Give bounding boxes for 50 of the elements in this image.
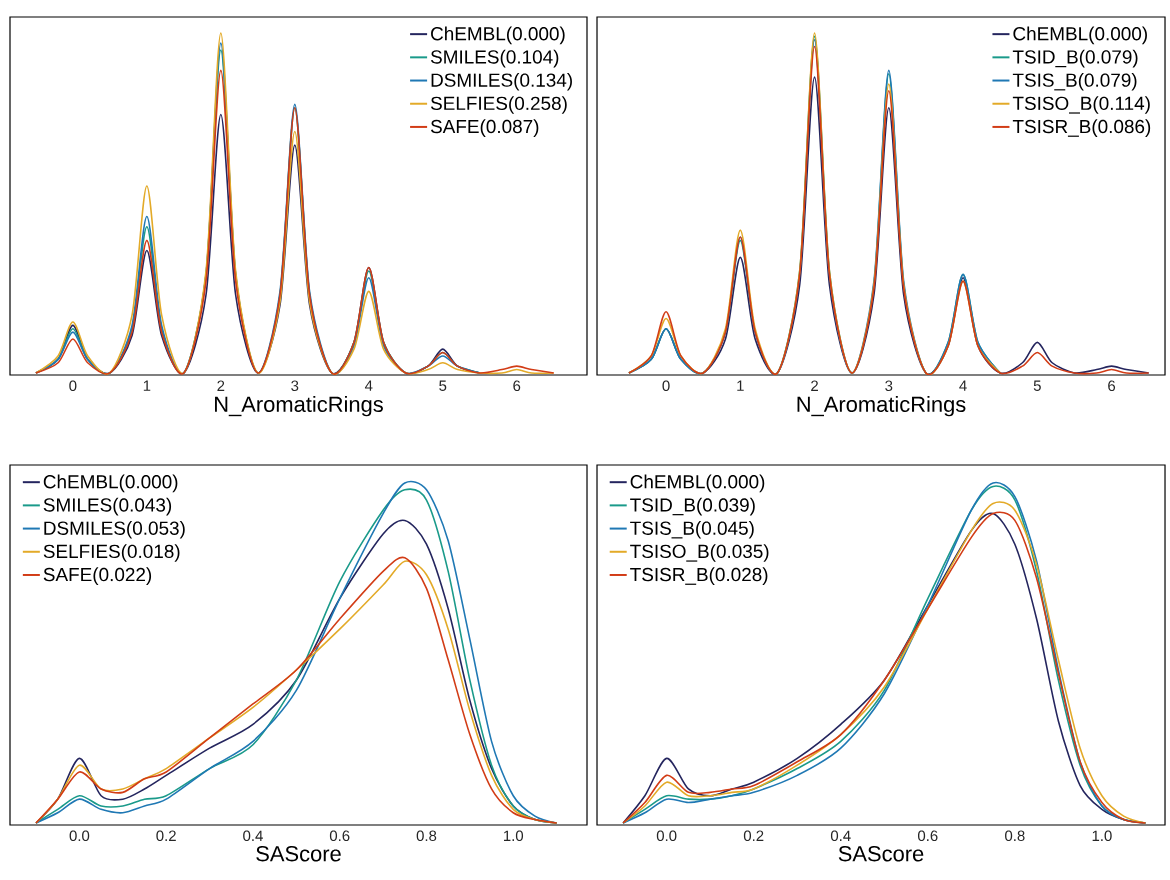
legend-label: ChEMBL(0.000) [1013, 26, 1147, 45]
legend-label: TSID_B(0.079) [1012, 49, 1138, 68]
x-tick-label: 1.0 [504, 830, 524, 842]
legend-label: ChEMBL(0.000) [43, 474, 178, 493]
x-tick-label: 2 [811, 380, 818, 391]
legend-label: SELFIES(0.258) [430, 96, 567, 114]
legend-label: ChEMBL(0.000) [431, 26, 565, 45]
legend-label: TSID_B(0.039) [630, 497, 755, 516]
x-tick-label: 0.0 [69, 830, 90, 842]
x-tick-label: 0.4 [243, 830, 263, 842]
x-tick-label: 5 [439, 380, 447, 391]
x-tick-label: 0 [69, 380, 77, 392]
x-tick-label: 1 [737, 380, 744, 391]
x-tick-label: 3 [291, 380, 299, 392]
x-tick-label: 3 [885, 380, 893, 392]
legend-label: SELFIES(0.018) [43, 544, 180, 562]
legend-label: DSMILES(0.053) [44, 520, 185, 539]
x-tick-label: 0.6 [329, 830, 350, 842]
legend-label: ChEMBL(0.000) [630, 474, 765, 493]
legend-label: SAFE(0.087) [430, 119, 539, 137]
x-tick-label: 0.0 [656, 830, 677, 842]
legend-label: TSISR_B(0.028) [630, 567, 768, 585]
legend-label: TSIS_B(0.045) [630, 520, 754, 539]
x-axis-title: SAScore [256, 845, 341, 862]
x-tick-label: 2 [217, 380, 225, 391]
x-tick-label: 6 [513, 380, 521, 392]
legend-label: DSMILES(0.134) [431, 72, 572, 91]
x-tick-label: 0.6 [917, 830, 938, 842]
legend-label: TSISR_B(0.086) [1012, 119, 1151, 137]
x-tick-label: 6 [1108, 380, 1116, 392]
legend-label: SMILES(0.104) [430, 49, 559, 68]
x-tick-label: 5 [1033, 380, 1041, 391]
x-tick-label: 4 [959, 380, 967, 391]
legend-label: SAFE(0.022) [43, 567, 152, 585]
legend-label: TSISO_B(0.114) [1012, 96, 1150, 114]
x-tick-label: 0.4 [830, 830, 851, 842]
x-tick-label: 0.8 [1005, 830, 1025, 842]
x-tick-label: 4 [364, 380, 373, 391]
legend-label: TSISO_B(0.035) [630, 544, 769, 562]
x-tick-label: 0.8 [416, 830, 437, 842]
legend-label: TSIS_B(0.079) [1012, 72, 1137, 91]
x-axis-title: N_AromaticRings [215, 395, 383, 417]
legend-label: SMILES(0.043) [43, 497, 172, 516]
x-tick-label: 1.0 [1092, 830, 1112, 842]
x-tick-label: 0.2 [156, 830, 176, 842]
x-tick-label: 0 [662, 380, 670, 392]
x-axis-title: N_AromaticRings [797, 395, 966, 417]
x-tick-label: 1 [143, 380, 151, 391]
x-axis-title: SAScore [838, 845, 924, 862]
x-tick-label: 0.2 [743, 830, 764, 842]
